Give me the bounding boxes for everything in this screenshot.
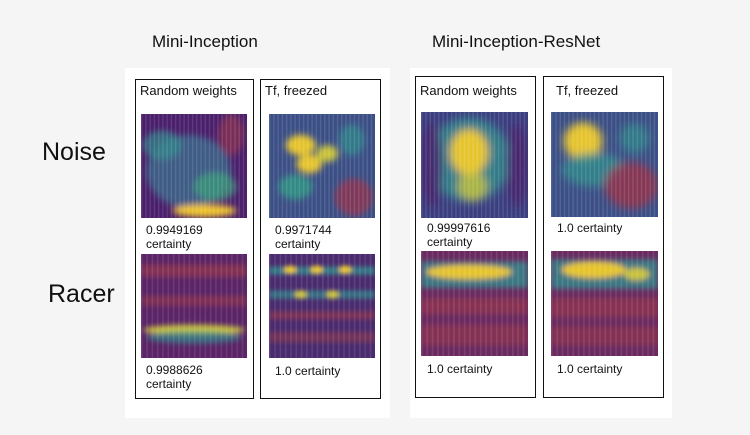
certainty-value: 0.9949169 certainty <box>146 223 203 251</box>
group-title-mini-inception-resnet: Mini-Inception-ResNet <box>432 32 601 51</box>
column-mir-random-weights: Random weights 0.99997616 certainty <box>415 76 536 398</box>
heatmap-mir-random-noise <box>421 112 528 218</box>
certainty-value: 0.99997616 certainty <box>427 221 491 249</box>
activation-map-image <box>141 114 247 218</box>
certainty-value: 1.0 certainty <box>557 362 623 376</box>
column-mi-tf-freezed: Tf, freezed 0.9971744 certainty <box>260 79 381 399</box>
column-header: Random weights <box>140 83 237 98</box>
activation-map-image <box>269 254 375 358</box>
column-header: Tf, freezed <box>265 83 328 98</box>
activation-map-image <box>421 112 528 218</box>
column-header: Random weights <box>420 83 517 98</box>
activation-map-image <box>421 251 528 356</box>
certainty-value: 0.9988626 certainty <box>146 363 203 391</box>
activation-map-image <box>269 114 375 218</box>
group-title-mini-inception: Mini-Inception <box>152 32 258 51</box>
heatmap-mir-random-racer <box>421 251 528 356</box>
certainty-value: 1.0 certainty <box>427 362 493 376</box>
column-mi-random-weights: Random weights 0.9949169 certainty <box>135 79 254 399</box>
heatmap-mi-tf-noise <box>269 114 375 218</box>
certainty-value: 1.0 certainty <box>557 221 623 235</box>
activation-map-image <box>551 112 658 217</box>
activation-map-image <box>141 254 247 358</box>
heatmap-mir-tf-racer <box>551 251 658 356</box>
certainty-value: 1.0 certainty <box>275 364 341 378</box>
row-label-noise: Noise <box>42 138 106 166</box>
heatmap-mi-tf-racer <box>269 254 375 358</box>
heatmap-mi-random-noise <box>141 114 247 218</box>
certainty-value: 0.9971744 certainty <box>275 223 332 251</box>
heatmap-mir-tf-noise <box>551 112 658 217</box>
heatmap-mi-random-racer <box>141 254 247 358</box>
column-header: Tf, freezed <box>556 83 619 98</box>
column-mir-tf-freezed: Tf, freezed 1.0 certainty <box>543 76 664 398</box>
activation-map-image <box>551 251 658 356</box>
row-label-racer: Racer <box>48 280 115 308</box>
